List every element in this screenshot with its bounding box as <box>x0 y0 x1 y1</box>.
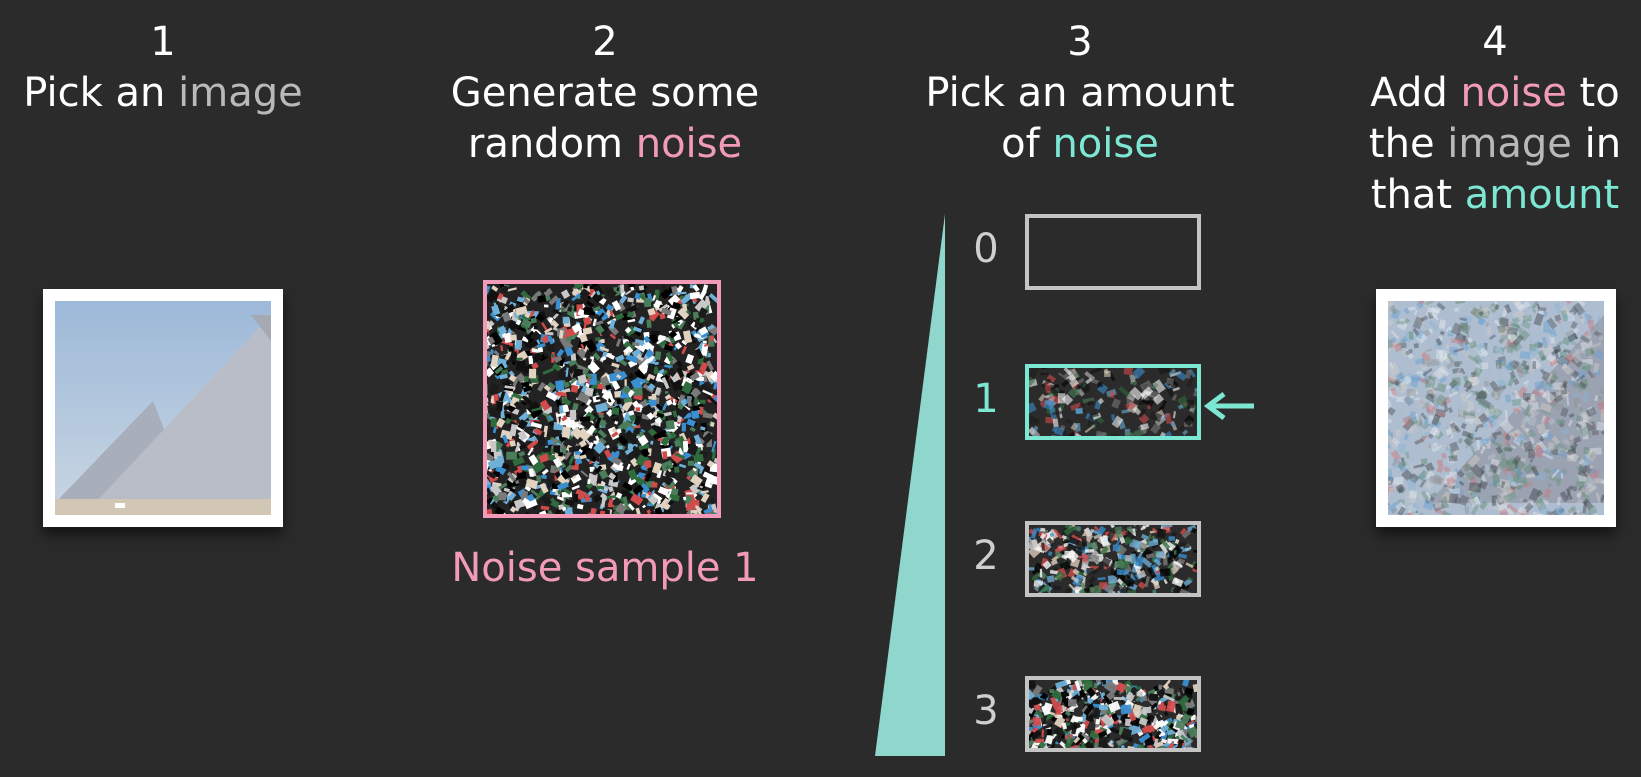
heading-text: Pick an amount <box>925 70 1235 116</box>
heading-line: random noise <box>432 119 778 170</box>
noisy-pyramid-photo <box>1388 301 1604 515</box>
heading-line: the image in <box>1335 119 1641 170</box>
original-image <box>43 289 283 527</box>
heading-text: Add <box>1370 70 1461 116</box>
noise-amount-ramp <box>875 214 945 756</box>
heading-text: of <box>1001 121 1053 167</box>
noisy-image <box>1376 289 1616 527</box>
heading-text: the <box>1368 121 1448 167</box>
keyword-noise: noise <box>1460 70 1567 116</box>
noise-level-swatch <box>1025 214 1201 290</box>
step-1-heading: 1 Pick an image <box>0 17 326 119</box>
heading-text: Generate some <box>450 70 760 116</box>
heading-line: that amount <box>1335 170 1641 221</box>
step-number: 1 <box>150 19 176 65</box>
step-3-heading: 3 Pick an amount of noise <box>900 17 1260 170</box>
keyword-image: image <box>178 70 303 116</box>
heading-line: Add noise to <box>1335 68 1641 119</box>
heading-line: Generate some <box>432 68 778 119</box>
keyword-image: image <box>1447 121 1572 167</box>
keyword-noise: noise <box>635 121 743 167</box>
step-2-heading: 2 Generate some random noise <box>432 17 778 170</box>
noise-level-swatch <box>1025 521 1201 597</box>
keyword-amount: noise <box>1052 121 1159 167</box>
keyword-amount: amount <box>1464 172 1620 218</box>
noise-sample-caption: Noise sample 1 <box>451 545 759 591</box>
arrow-left-icon <box>1204 392 1254 420</box>
pyramid-photo <box>55 301 271 515</box>
heading-text: in <box>1571 121 1622 167</box>
heading-text: to <box>1566 70 1620 116</box>
step-number: 4 <box>1482 19 1508 65</box>
noise-level-label: 1 <box>973 376 999 422</box>
heading-line: of noise <box>900 119 1260 170</box>
heading-text: random <box>467 121 636 167</box>
noise-level-label: 3 <box>973 688 999 734</box>
step-number: 3 <box>1067 19 1093 65</box>
noise-level-swatch <box>1025 364 1201 440</box>
heading-line: Pick an image <box>0 68 326 119</box>
step-number: 2 <box>592 19 618 65</box>
step-4-heading: 4 Add noise to the image in that amount <box>1335 17 1641 221</box>
noise-level-label: 0 <box>973 226 999 272</box>
heading-text: that <box>1370 172 1465 218</box>
heading-text: Pick an <box>23 70 179 116</box>
heading-line: Pick an amount <box>900 68 1260 119</box>
noise-sample-image <box>483 280 721 518</box>
noise-level-swatch <box>1025 676 1201 752</box>
noise-level-label: 2 <box>973 533 999 579</box>
